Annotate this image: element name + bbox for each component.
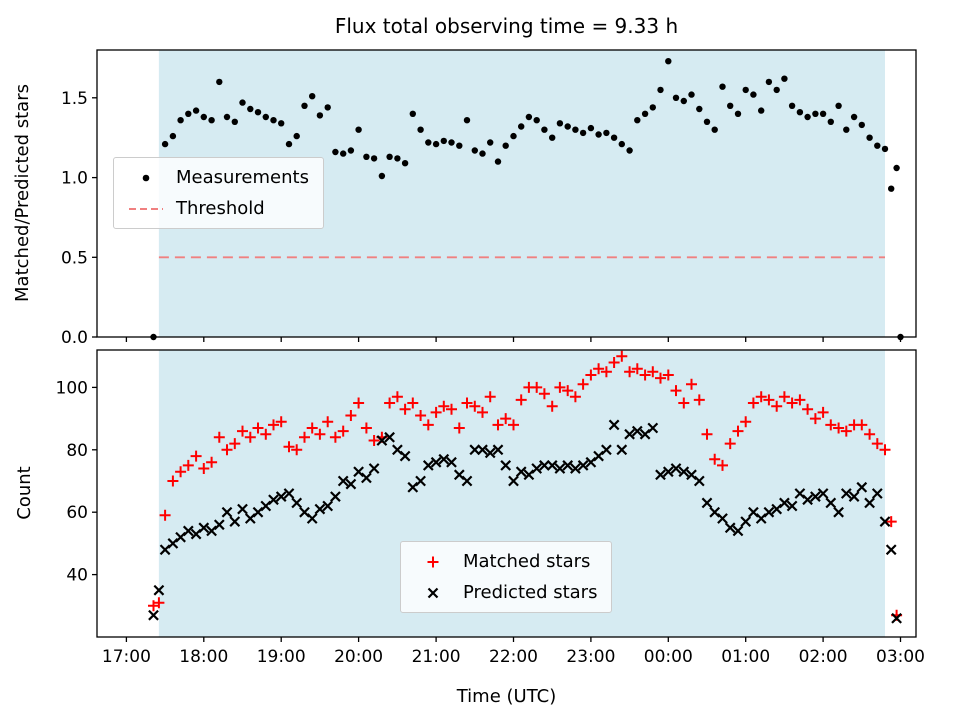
legend-label-threshold: Threshold <box>176 198 265 219</box>
y-tick-label: 80 <box>66 441 88 461</box>
y-axis-label-ratio: Matched/Predicted stars <box>12 84 33 302</box>
x-marker-icon <box>427 587 439 598</box>
legend-label-measurements: Measurements <box>176 167 309 188</box>
plus-marker-icon <box>427 556 439 567</box>
count-plot: 17:00 18:00 19:00 20:00 21:00 22:00 23:00 00:00… <box>56 349 925 667</box>
dashed-line-icon <box>129 207 163 210</box>
y-tick-label: 100 <box>56 378 88 398</box>
x-tick-label: 03:00 <box>876 647 925 667</box>
x-tick-label: 17:00 <box>102 647 151 667</box>
series-matched-stars <box>148 350 903 621</box>
x-tick-label: 23:00 <box>566 647 615 667</box>
x-tick-label: 22:00 <box>489 647 538 667</box>
x-tick-label: 00:00 <box>644 647 693 667</box>
y-tick-label: 0.5 <box>61 248 88 268</box>
y-tick-label: 1.5 <box>61 89 88 109</box>
legend-label-predicted-stars: Predicted stars <box>463 582 598 603</box>
x-tick-label: 02:00 <box>799 647 848 667</box>
plot-frame <box>96 349 917 638</box>
chart-title: Flux total observing time = 9.33 h <box>334 14 679 38</box>
y-axis-label-count: Count <box>14 466 35 520</box>
x-axis-label: Time (UTC) <box>456 686 557 707</box>
x-tick-label: 19:00 <box>257 647 306 667</box>
legend-label-matched-stars: Matched stars <box>463 551 591 572</box>
series-measurements <box>150 58 904 341</box>
plot-frame <box>96 49 917 338</box>
y-tick-label: 40 <box>66 566 88 586</box>
series-predicted-stars <box>148 419 902 624</box>
legend-ratio-plot: Measurements Threshold <box>113 157 324 229</box>
y-tick-label: 0.0 <box>61 328 88 348</box>
legend-item-measurements: Measurements <box>128 167 309 188</box>
x-tick-label: 01:00 <box>721 647 770 667</box>
x-tick-label: 21:00 <box>412 647 461 667</box>
legend-item-threshold: Threshold <box>128 198 309 219</box>
dot-marker-icon <box>142 174 150 181</box>
y-tick-label: 60 <box>66 503 88 523</box>
legend-count-plot: Matched stars Predicted stars <box>400 541 613 613</box>
x-tick-label: 20:00 <box>334 647 383 667</box>
y-tick-label: 1.0 <box>61 169 88 189</box>
legend-item-matched-stars: Matched stars <box>415 551 597 572</box>
x-tick-label: 18:00 <box>179 647 228 667</box>
legend-item-predicted-stars: Predicted stars <box>415 582 597 603</box>
